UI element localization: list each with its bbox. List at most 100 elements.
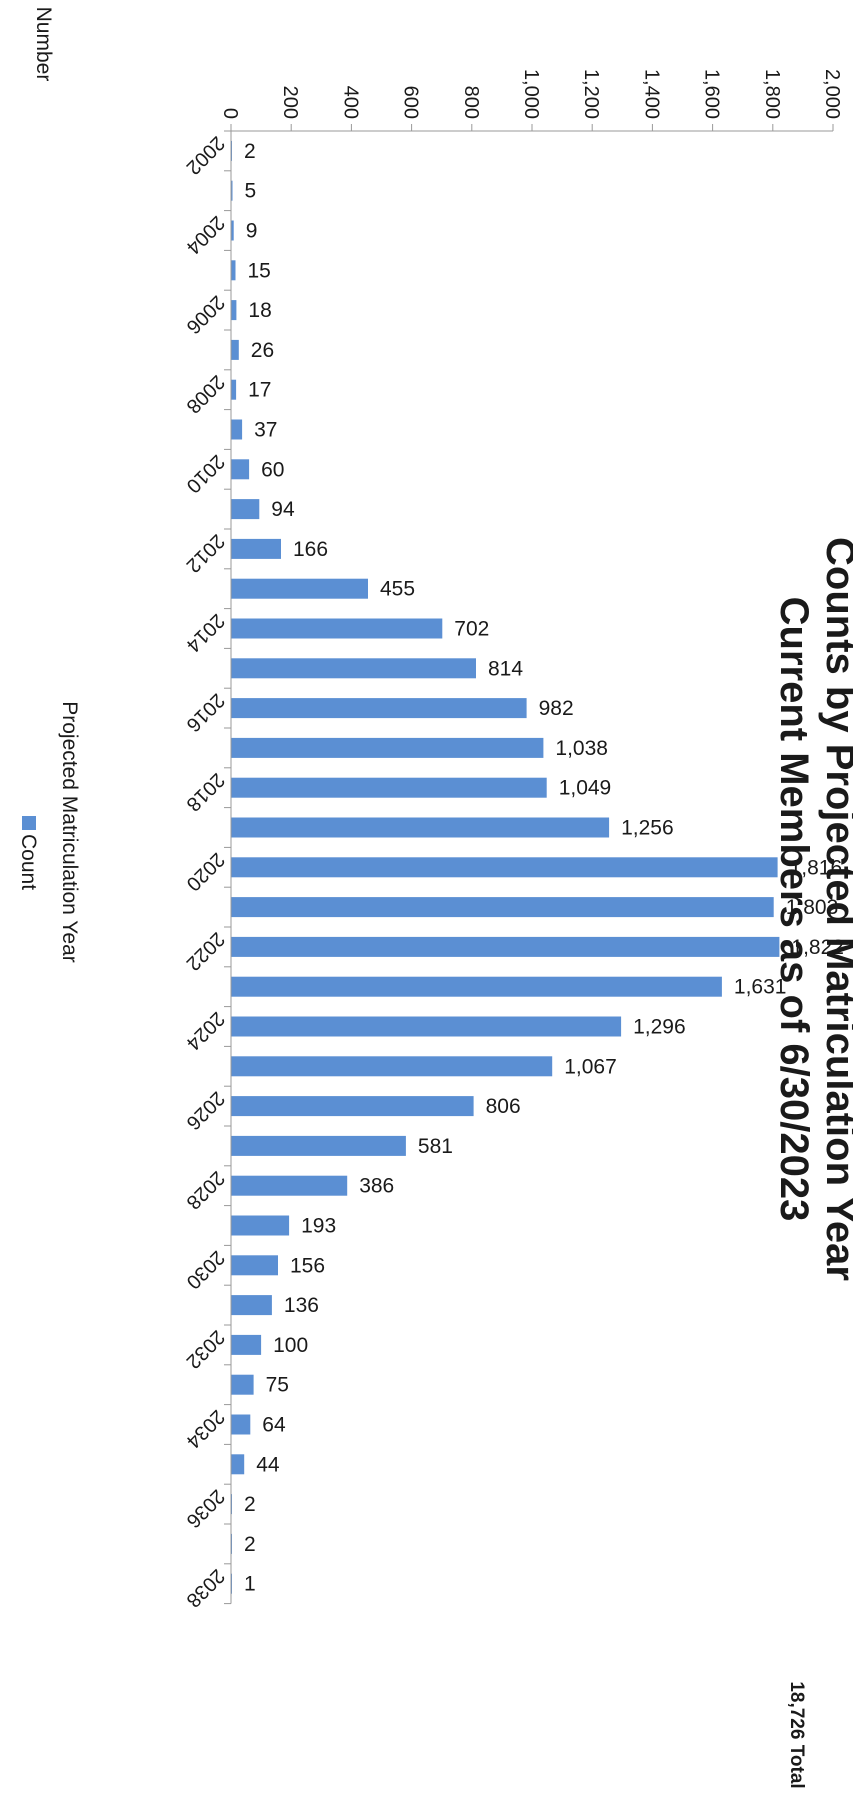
y-tick-label: 600 bbox=[400, 86, 422, 119]
x-tick-label: 2034 bbox=[182, 1405, 229, 1452]
data-label: 2 bbox=[244, 1533, 256, 1556]
bar bbox=[231, 260, 236, 281]
data-label: 1 bbox=[244, 1573, 256, 1596]
data-label: 386 bbox=[359, 1175, 394, 1198]
data-label: 18 bbox=[248, 299, 271, 322]
x-axis-title: Projected Matriculation Year bbox=[58, 701, 81, 963]
bar bbox=[231, 220, 234, 241]
bar bbox=[231, 698, 527, 719]
bar bbox=[231, 1454, 245, 1475]
data-label: 1,803 bbox=[786, 896, 839, 919]
data-label: 806 bbox=[486, 1095, 521, 1118]
x-tick-label: 2014 bbox=[182, 609, 229, 656]
bar bbox=[230, 618, 443, 639]
x-tick-label: 2030 bbox=[182, 1246, 229, 1293]
bar bbox=[231, 658, 476, 679]
data-label: 2 bbox=[244, 140, 256, 163]
x-tick-label: 2020 bbox=[182, 848, 229, 895]
data-label: 814 bbox=[488, 657, 523, 680]
bar bbox=[230, 936, 780, 957]
bar bbox=[230, 339, 239, 360]
x-tick-label: 2018 bbox=[182, 768, 229, 815]
bar bbox=[231, 1135, 406, 1156]
chart-subtitle: Current Members as of 6/30/2023 bbox=[772, 597, 816, 1222]
data-label: 193 bbox=[301, 1215, 336, 1238]
bar bbox=[231, 777, 547, 798]
data-label: 60 bbox=[261, 458, 284, 481]
data-label: 1,631 bbox=[734, 976, 787, 999]
data-label: 75 bbox=[266, 1374, 289, 1397]
data-label: 982 bbox=[539, 697, 574, 720]
y-tick-label: 0 bbox=[219, 108, 241, 119]
bar bbox=[231, 1096, 474, 1117]
legend-label: Count bbox=[17, 834, 40, 890]
data-label: 44 bbox=[256, 1453, 280, 1476]
data-label: 2 bbox=[244, 1493, 256, 1516]
bar bbox=[231, 578, 368, 599]
bar bbox=[230, 1334, 262, 1355]
bar bbox=[230, 1414, 251, 1435]
bar bbox=[231, 300, 237, 321]
bar bbox=[231, 857, 778, 878]
data-label: 166 bbox=[293, 538, 328, 561]
data-label: 94 bbox=[271, 498, 295, 521]
bars-group: 2 5 9 15 18 26 17 37 60 94 166 455 702 814 982 1,038 1,0… bbox=[230, 140, 844, 1596]
x-tick-label: 2010 bbox=[182, 450, 229, 497]
data-label: 136 bbox=[284, 1294, 319, 1317]
data-label: 1,256 bbox=[621, 817, 674, 840]
x-tick-label: 2008 bbox=[182, 370, 229, 417]
data-label: 581 bbox=[418, 1135, 453, 1158]
bar bbox=[231, 1016, 622, 1037]
data-label: 9 bbox=[246, 220, 258, 243]
bar bbox=[230, 499, 260, 520]
data-label: 702 bbox=[454, 618, 489, 641]
y-axis: 0 200 400 600 800 1,000 1,200 1,400 1,600 1,800 2,… bbox=[219, 69, 843, 132]
bar bbox=[230, 419, 243, 440]
data-label: 37 bbox=[254, 419, 277, 442]
bar bbox=[230, 897, 774, 918]
x-tick-label: 2024 bbox=[182, 1007, 229, 1054]
bar bbox=[231, 1056, 553, 1077]
bar bbox=[230, 379, 237, 400]
data-label: 1,296 bbox=[633, 1016, 686, 1039]
bar bbox=[230, 1374, 254, 1395]
x-tick-label: 2038 bbox=[182, 1564, 229, 1611]
x-tick-label: 2012 bbox=[182, 530, 229, 577]
x-tick-label: 2002 bbox=[182, 132, 229, 179]
data-label: 1,067 bbox=[564, 1055, 617, 1078]
y-tick-label: 1,200 bbox=[580, 69, 602, 119]
legend: Count bbox=[17, 816, 40, 890]
data-label: 100 bbox=[273, 1334, 308, 1357]
y-tick-label: 1,400 bbox=[640, 69, 662, 119]
bar bbox=[230, 459, 250, 480]
bar bbox=[230, 1215, 290, 1236]
x-tick-label: 2028 bbox=[182, 1166, 229, 1213]
y-tick-label: 2,000 bbox=[821, 69, 843, 119]
data-label: 5 bbox=[245, 180, 257, 203]
y-tick-label: 800 bbox=[460, 86, 482, 119]
bar bbox=[231, 1295, 272, 1316]
data-label: 156 bbox=[290, 1254, 325, 1277]
y-tick-label: 1,800 bbox=[761, 69, 783, 119]
bar bbox=[231, 817, 610, 838]
data-label: 26 bbox=[251, 339, 274, 362]
bar bbox=[231, 538, 281, 559]
bar bbox=[231, 1255, 278, 1276]
total-label: 18,726 Total bbox=[786, 1681, 807, 1788]
data-label: 17 bbox=[248, 379, 271, 402]
bar bbox=[231, 976, 722, 997]
legend-swatch bbox=[22, 816, 36, 830]
data-label: 455 bbox=[380, 578, 415, 601]
bar bbox=[231, 737, 544, 758]
data-label: 1,038 bbox=[555, 737, 608, 760]
data-label: 1,049 bbox=[559, 777, 612, 800]
chart-rotated-group: Counts by Projected Matriculation Year C… bbox=[17, 7, 853, 1789]
y-tick-label: 400 bbox=[339, 86, 361, 119]
x-tick-label: 2006 bbox=[182, 291, 229, 338]
x-tick-label: 2004 bbox=[182, 211, 229, 258]
data-label: 1,816 bbox=[790, 856, 843, 879]
chart-title: Counts by Projected Matriculation Year bbox=[818, 537, 853, 1281]
y-axis-title: Number bbox=[32, 7, 55, 82]
x-tick-label: 2016 bbox=[182, 689, 229, 736]
